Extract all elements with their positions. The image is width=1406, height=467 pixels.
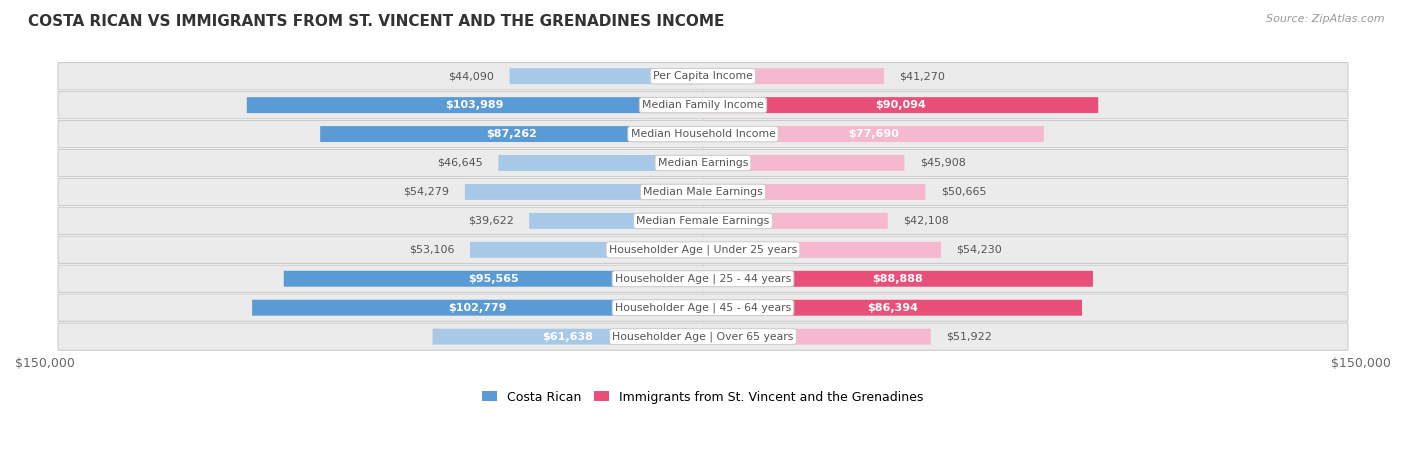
FancyBboxPatch shape — [58, 178, 1348, 205]
FancyBboxPatch shape — [247, 97, 703, 113]
Text: $103,989: $103,989 — [446, 100, 505, 110]
Text: $45,908: $45,908 — [920, 158, 966, 168]
Text: $88,888: $88,888 — [873, 274, 924, 284]
FancyBboxPatch shape — [703, 242, 941, 258]
FancyBboxPatch shape — [703, 300, 1083, 316]
Text: Median Household Income: Median Household Income — [630, 129, 776, 139]
FancyBboxPatch shape — [58, 92, 1348, 119]
Text: $87,262: $87,262 — [486, 129, 537, 139]
FancyBboxPatch shape — [321, 126, 703, 142]
FancyBboxPatch shape — [703, 68, 884, 84]
Text: $54,230: $54,230 — [956, 245, 1002, 255]
Text: $50,665: $50,665 — [941, 187, 986, 197]
Text: $53,106: $53,106 — [409, 245, 454, 255]
Text: Median Male Earnings: Median Male Earnings — [643, 187, 763, 197]
FancyBboxPatch shape — [470, 242, 703, 258]
Text: $90,094: $90,094 — [875, 100, 927, 110]
FancyBboxPatch shape — [252, 300, 703, 316]
Text: $41,270: $41,270 — [900, 71, 945, 81]
Text: Source: ZipAtlas.com: Source: ZipAtlas.com — [1267, 14, 1385, 24]
Text: Median Female Earnings: Median Female Earnings — [637, 216, 769, 226]
FancyBboxPatch shape — [58, 63, 1348, 90]
FancyBboxPatch shape — [58, 323, 1348, 350]
FancyBboxPatch shape — [703, 329, 931, 345]
Text: $77,690: $77,690 — [848, 129, 898, 139]
FancyBboxPatch shape — [58, 294, 1348, 321]
FancyBboxPatch shape — [703, 213, 887, 229]
FancyBboxPatch shape — [284, 271, 703, 287]
Text: $95,565: $95,565 — [468, 274, 519, 284]
FancyBboxPatch shape — [703, 271, 1092, 287]
FancyBboxPatch shape — [58, 207, 1348, 234]
FancyBboxPatch shape — [703, 184, 925, 200]
Legend: Costa Rican, Immigrants from St. Vincent and the Grenadines: Costa Rican, Immigrants from St. Vincent… — [478, 386, 928, 409]
Text: Median Earnings: Median Earnings — [658, 158, 748, 168]
Text: $46,645: $46,645 — [437, 158, 484, 168]
Text: Median Family Income: Median Family Income — [643, 100, 763, 110]
Text: $39,622: $39,622 — [468, 216, 513, 226]
Text: Per Capita Income: Per Capita Income — [652, 71, 754, 81]
Text: $51,922: $51,922 — [946, 332, 993, 342]
FancyBboxPatch shape — [529, 213, 703, 229]
FancyBboxPatch shape — [58, 149, 1348, 177]
Text: $86,394: $86,394 — [868, 303, 918, 313]
FancyBboxPatch shape — [433, 329, 703, 345]
Text: $102,779: $102,779 — [449, 303, 506, 313]
FancyBboxPatch shape — [465, 184, 703, 200]
FancyBboxPatch shape — [703, 155, 904, 171]
Text: Householder Age | Under 25 years: Householder Age | Under 25 years — [609, 245, 797, 255]
FancyBboxPatch shape — [58, 120, 1348, 148]
Text: Householder Age | 45 - 64 years: Householder Age | 45 - 64 years — [614, 303, 792, 313]
FancyBboxPatch shape — [703, 126, 1043, 142]
FancyBboxPatch shape — [58, 265, 1348, 292]
FancyBboxPatch shape — [58, 236, 1348, 263]
Text: COSTA RICAN VS IMMIGRANTS FROM ST. VINCENT AND THE GRENADINES INCOME: COSTA RICAN VS IMMIGRANTS FROM ST. VINCE… — [28, 14, 724, 29]
FancyBboxPatch shape — [703, 97, 1098, 113]
Text: $61,638: $61,638 — [543, 332, 593, 342]
FancyBboxPatch shape — [498, 155, 703, 171]
Text: Householder Age | 25 - 44 years: Householder Age | 25 - 44 years — [614, 274, 792, 284]
Text: $42,108: $42,108 — [903, 216, 949, 226]
Text: $44,090: $44,090 — [449, 71, 495, 81]
FancyBboxPatch shape — [509, 68, 703, 84]
Text: Householder Age | Over 65 years: Householder Age | Over 65 years — [612, 332, 794, 342]
Text: $54,279: $54,279 — [404, 187, 450, 197]
